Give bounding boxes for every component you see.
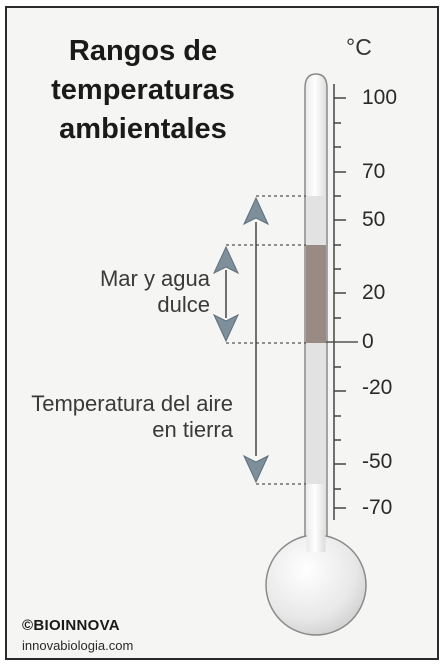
credit-brand: ©BIOINNOVA bbox=[22, 617, 120, 634]
scale-label-20: 20 bbox=[362, 281, 386, 304]
scale-label-100: 100 bbox=[362, 86, 398, 109]
unit-label: °C bbox=[346, 34, 372, 60]
scale-label-minus-70: -70 bbox=[362, 496, 393, 519]
scale-label-50: 50 bbox=[362, 208, 386, 231]
scale-label-minus-50: -50 bbox=[362, 450, 393, 473]
scale-label-0: 0 bbox=[362, 330, 374, 353]
credit-site: innovabiologia.com bbox=[22, 638, 134, 653]
sea-range-arrow bbox=[212, 245, 240, 343]
page-title: Rangos de temperaturas ambientales bbox=[51, 35, 235, 145]
scale-ticks bbox=[334, 97, 346, 509]
scale-label-minus-20: -20 bbox=[362, 376, 393, 399]
sea-range-band bbox=[306, 245, 326, 343]
air-range-label: Temperatura del aire en tierra bbox=[31, 391, 233, 442]
sea-range-label: Mar y agua dulce bbox=[99, 266, 210, 317]
air-range-arrow bbox=[242, 196, 270, 484]
scale-label-70: 70 bbox=[362, 160, 386, 183]
